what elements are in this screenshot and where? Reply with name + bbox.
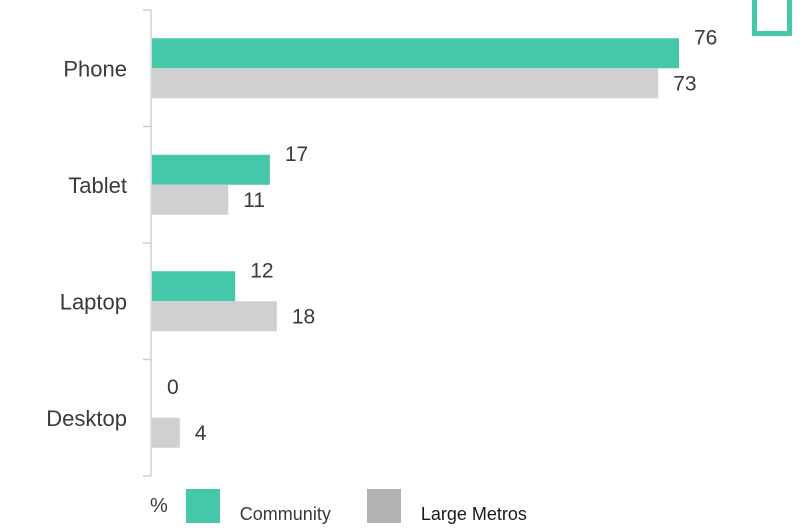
- value-label-large-metros-desktop: 4: [195, 422, 207, 445]
- category-label-desktop: Desktop: [46, 406, 127, 431]
- bar-community-phone: [152, 38, 679, 68]
- legend-unit: %: [150, 495, 168, 518]
- legend-entry-community: Community: [186, 488, 331, 525]
- value-label-community-desktop: 0: [167, 376, 179, 399]
- bar-large-metros-phone: [152, 68, 658, 98]
- legend-entry-large-metros: Large Metros: [367, 488, 527, 525]
- value-label-community-laptop: 12: [250, 259, 273, 282]
- legend-swatch-community: [186, 489, 220, 523]
- category-label-phone: Phone: [63, 56, 127, 81]
- legend: % Community Large Metros: [150, 488, 527, 524]
- bar-large-metros-desktop: [152, 418, 180, 448]
- value-label-large-metros-tablet: 11: [243, 189, 265, 212]
- value-label-large-metros-phone: 73: [673, 72, 696, 95]
- legend-label-large-metros: Large Metros: [421, 504, 527, 525]
- bars-layer: [152, 38, 679, 448]
- bar-large-metros-laptop: [152, 301, 277, 331]
- bar-community-laptop: [152, 271, 235, 301]
- value-label-large-metros-laptop: 18: [292, 305, 315, 328]
- axis-layer: [143, 10, 151, 476]
- legend-label-community: Community: [240, 504, 331, 525]
- bar-community-tablet: [152, 155, 270, 185]
- value-label-community-tablet: 17: [285, 143, 308, 166]
- legend-swatch-large-metros: [367, 489, 401, 523]
- category-label-laptop: Laptop: [60, 289, 127, 314]
- bar-large-metros-tablet: [152, 185, 228, 215]
- corner-box-decoration: [752, 0, 792, 36]
- category-label-tablet: Tablet: [68, 173, 127, 198]
- value-label-community-phone: 76: [694, 26, 717, 49]
